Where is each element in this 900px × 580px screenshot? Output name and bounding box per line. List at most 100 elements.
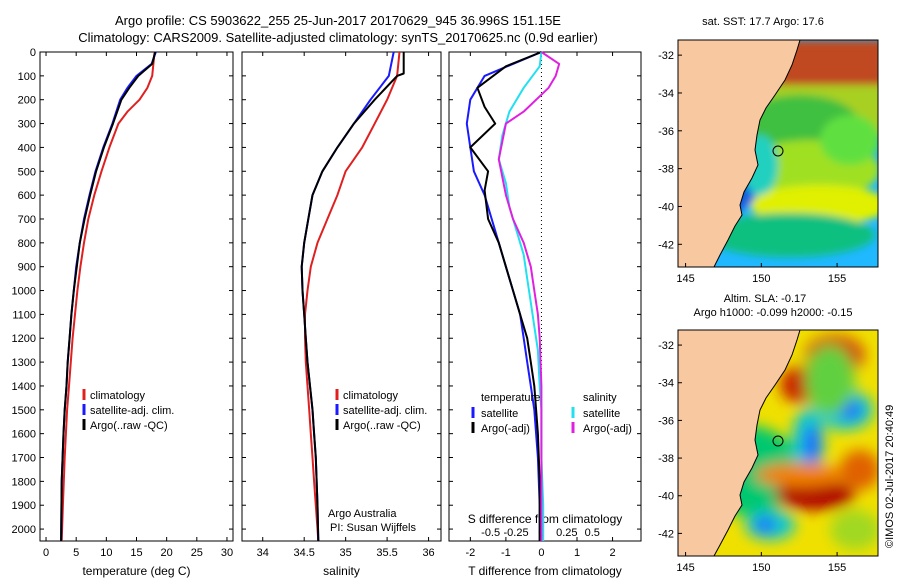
map-x-tick-label: 145 (676, 562, 694, 574)
legend-label: climatology (90, 390, 146, 402)
sla-land (678, 330, 801, 556)
sst-argo-marker (772, 145, 784, 157)
map-y-tick-label: -38 (658, 453, 674, 465)
y-tick-label: 1800 (12, 476, 36, 488)
sla-map-axes: 145 150 155 -32 -34 -36 -38 -40 -42 (658, 340, 846, 574)
legend-label: climatology (343, 390, 399, 402)
y-tick-label: 100 (18, 71, 36, 83)
difference-profile-panel: -2 -1 0 1 2 T difference from climatology -0.5… (448, 51, 642, 578)
legend-label: Argo(..raw -QC) (343, 420, 421, 432)
sst-map-axes: 145 150 155 -32 -34 -36 -38 -40 -42 (658, 50, 846, 285)
map-y-tick-label: -42 (658, 239, 674, 251)
legend-label: satellite (583, 408, 620, 420)
map-y-tick-label: -32 (658, 340, 674, 352)
series-line-argo--adj- (469, 51, 542, 541)
x-tick-label: 34.5 (293, 547, 314, 559)
sla-map-title: Altim. SLA: -0.17 (724, 293, 807, 305)
x-tick-label: 30 (221, 547, 233, 559)
y-tick-label: 900 (18, 262, 36, 274)
legend-label: satellite-adj. clim. (90, 405, 174, 417)
y-tick-label: 1500 (12, 405, 36, 417)
x-tick-label: 36 (422, 547, 434, 559)
x-tick-label: 5 (73, 547, 79, 559)
x-tick-label: -2 (465, 547, 475, 559)
x-tick-label: 35.5 (376, 547, 397, 559)
y-tick-label: 1700 (12, 453, 36, 465)
s-axis-label: S difference from climatology (468, 512, 623, 526)
sla-argo-marker (772, 435, 784, 447)
map-y-tick-label: -38 (658, 164, 674, 176)
y-tick-label: 1300 (12, 357, 36, 369)
series-line-argo---raw--qc- (60, 51, 157, 542)
title-line-1: Argo profile: CS 5903622_255 25-Jun-2017… (115, 13, 561, 28)
x-tick-label: 25 (191, 547, 203, 559)
y-tick-label: 1200 (12, 333, 36, 345)
y-tick-label: 500 (18, 166, 36, 178)
sst-field (685, 40, 878, 257)
map-y-tick-label: -42 (658, 528, 674, 540)
y-tick-label: 0 (30, 47, 36, 59)
x-tick-label: -1 (501, 547, 511, 559)
series-line-argo--adj- (497, 51, 561, 541)
y-tick-label: 1400 (12, 381, 36, 393)
x-tick-label: 0 (43, 547, 49, 559)
legend-title-salinity: salinity (583, 392, 617, 404)
x-axis-label: T difference from climatology (468, 564, 622, 578)
s-tick-label: -0.5 (481, 527, 500, 539)
s-tick-label: 0.25 (556, 527, 577, 539)
x-tick-label: 1 (574, 547, 580, 559)
institution-label: Argo Australia (328, 508, 397, 520)
legend-label: Argo(..raw -QC) (90, 420, 168, 432)
y-tick-label: 1000 (12, 286, 36, 298)
sla-map-subtitle: Argo h1000: -0.099 h2000: -0.15 (693, 307, 852, 319)
y-tick-label: 1600 (12, 429, 36, 441)
imos-watermark: ©IMOS 02-Jul-2017 20:40:49 (884, 405, 896, 548)
x-axis-label: temperature (deg C) (82, 564, 190, 578)
sst-map-title: sat. SST: 17.7 Argo: 17.6 (702, 16, 824, 28)
map-y-tick-label: -40 (658, 491, 674, 503)
s-tick-label: 0.5 (585, 527, 600, 539)
map-y-tick-label: -34 (658, 378, 674, 390)
map-y-tick-label: -32 (658, 50, 674, 62)
y-tick-label: 1100 (12, 309, 36, 321)
map-y-tick-label: -36 (658, 126, 674, 138)
y-tick-label: 1900 (12, 500, 36, 512)
plot-frame (448, 51, 642, 542)
plot-frame (39, 51, 234, 542)
map-x-tick-label: 145 (676, 273, 694, 285)
series-line-climatology (304, 51, 401, 542)
y-tick-label: 800 (18, 238, 36, 250)
x-tick-label: 15 (130, 547, 142, 559)
y-tick-label: 400 (18, 142, 36, 154)
temperature-profile-panel: 0 5 10 15 20 25 300100200300400500600700800900… (12, 47, 234, 578)
y-tick-label: 200 (18, 95, 36, 107)
y-tick-label: 700 (18, 214, 36, 226)
pi-label: PI: Susan Wijffels (330, 522, 416, 534)
x-tick-label: 20 (161, 547, 173, 559)
plot-frame (241, 51, 442, 542)
sst-land (678, 40, 801, 267)
x-axis-label: salinity (323, 564, 360, 578)
x-tick-label: 34 (257, 547, 269, 559)
y-tick-label: 300 (18, 119, 36, 131)
legend-label: Argo(-adj) (583, 423, 632, 435)
salinity-profile-panel: 34 34.5 35 35.5 36 salinity climatology satelli… (241, 51, 442, 578)
legend-label: Argo(-adj) (481, 423, 530, 435)
y-tick-label: 2000 (12, 524, 36, 536)
sla-map-panel: Altim. SLA: -0.17 Argo h1000: -0.099 h20… (658, 293, 879, 574)
map-x-tick-label: 150 (752, 562, 770, 574)
s-tick-label: -0.25 (504, 527, 529, 539)
legend-label: satellite-adj. clim. (343, 405, 427, 417)
y-tick-label: 600 (18, 190, 36, 202)
map-x-tick-label: 150 (752, 273, 770, 285)
map-x-tick-label: 155 (828, 562, 846, 574)
legend-title-temperature: temperature (481, 392, 540, 404)
x-tick-label: 10 (100, 547, 112, 559)
legend-label: satellite (481, 408, 518, 420)
series-line-argo---raw--qc- (300, 52, 405, 542)
map-x-tick-label: 155 (828, 273, 846, 285)
map-y-tick-label: -34 (658, 88, 674, 100)
x-tick-label: 35 (340, 547, 352, 559)
x-tick-label: 0 (538, 547, 544, 559)
